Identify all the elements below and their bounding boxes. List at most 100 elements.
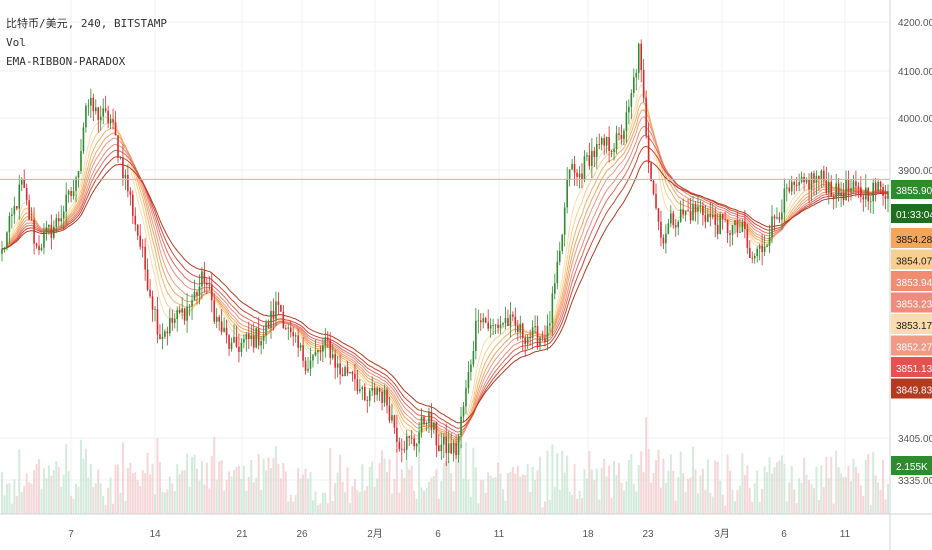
ribbon-value-label: 3849.83 <box>896 386 932 397</box>
ema-line <box>1 84 889 447</box>
volume-bar <box>176 464 179 514</box>
volume-bar <box>129 462 132 514</box>
volume-bar <box>403 477 406 514</box>
volume-bar <box>55 460 58 514</box>
volume-bar <box>203 484 206 514</box>
candle-body <box>763 246 766 253</box>
candle-body <box>776 217 778 219</box>
candle-body <box>396 427 398 442</box>
candle-body <box>112 119 114 123</box>
volume-bar <box>615 474 618 514</box>
candle-body <box>628 106 630 113</box>
candle-body <box>786 187 788 189</box>
ema-line <box>2 125 888 436</box>
volume-bar <box>270 468 273 514</box>
candle-body <box>206 282 208 285</box>
candle-body <box>711 214 714 218</box>
candle-body <box>761 245 763 253</box>
volume-bar <box>344 492 347 514</box>
ribbon-value-label: 3853.94 <box>896 278 932 289</box>
candle-body <box>171 318 174 323</box>
candle-body <box>169 318 171 334</box>
candle-body <box>766 245 768 247</box>
volume-bar <box>669 454 672 514</box>
volume-bar <box>546 450 549 514</box>
candle-body <box>102 108 104 117</box>
candle-body <box>534 326 536 328</box>
volume-bar <box>608 465 611 514</box>
volume-bar <box>94 483 97 514</box>
volume-bar <box>887 483 889 514</box>
volume-bar <box>474 467 477 514</box>
volume-bar <box>156 438 159 514</box>
volume-bar <box>77 486 80 514</box>
candle-body <box>70 190 72 196</box>
candle-body <box>665 233 667 244</box>
volume-bar <box>400 469 403 514</box>
volume-bar <box>114 464 117 514</box>
candle-body <box>751 257 754 259</box>
volume-bar <box>805 474 808 514</box>
candle-body <box>724 219 726 220</box>
volume-bar <box>89 464 92 514</box>
time-axis[interactable]: 7 14 21 26 2月 6 11 18 23 3月 6 11 <box>68 528 850 540</box>
price-axis[interactable]: 4200.00 4100.00 4000.00 3900.00 3405.00 3335.… <box>898 18 932 487</box>
volume-bar <box>188 486 191 514</box>
candles <box>1 39 889 467</box>
candle-body <box>262 335 265 342</box>
candle-body <box>82 127 85 152</box>
candle-body <box>867 187 870 202</box>
candle-body <box>349 371 351 374</box>
candle-body <box>578 173 581 177</box>
volume-bar <box>134 472 137 514</box>
candle-body <box>156 309 159 335</box>
candle-body <box>746 229 749 248</box>
candle-body <box>576 172 578 177</box>
candle-body <box>445 436 448 454</box>
candle-body <box>346 367 349 374</box>
volume-bar <box>366 485 369 514</box>
volume-bar <box>386 471 389 514</box>
candle-body <box>549 323 551 326</box>
candle-body <box>403 449 406 451</box>
candle-body <box>790 181 793 192</box>
candle-body <box>489 325 492 329</box>
candle-body <box>344 367 346 377</box>
volume-bar <box>464 442 467 514</box>
candle-body <box>164 331 166 337</box>
candle-body <box>672 213 675 226</box>
candle-body <box>662 237 665 244</box>
candle-body <box>573 163 576 173</box>
volume-bar <box>232 469 235 514</box>
candle-body <box>773 216 776 219</box>
volume-bar <box>571 494 574 514</box>
volume-bar <box>84 448 87 514</box>
volume-bar <box>534 479 537 514</box>
volume-bar <box>334 483 337 514</box>
candle-body <box>408 436 411 438</box>
candle-body <box>114 122 117 136</box>
volume-bar <box>336 472 339 514</box>
volume-bar <box>257 453 260 514</box>
volume-bar <box>47 465 50 514</box>
candle-body <box>361 387 364 390</box>
volume-indicator-label: Vol <box>6 36 26 49</box>
volume-bar <box>558 489 561 514</box>
candle-body <box>734 220 736 226</box>
volume-bar <box>228 471 231 514</box>
candle-body <box>536 326 539 347</box>
candle-body <box>307 368 309 371</box>
candle-body <box>541 337 544 339</box>
volume-bar <box>247 476 250 514</box>
candle-body <box>299 345 302 348</box>
volume-bar <box>297 468 300 514</box>
volume-bar <box>506 472 509 514</box>
volume-bar <box>321 492 324 514</box>
volume-bar <box>835 450 838 514</box>
candle-body <box>186 306 188 321</box>
candle-body <box>610 150 613 152</box>
volume-bar <box>67 471 70 514</box>
candle-body <box>887 191 889 199</box>
candle-body <box>692 204 694 221</box>
